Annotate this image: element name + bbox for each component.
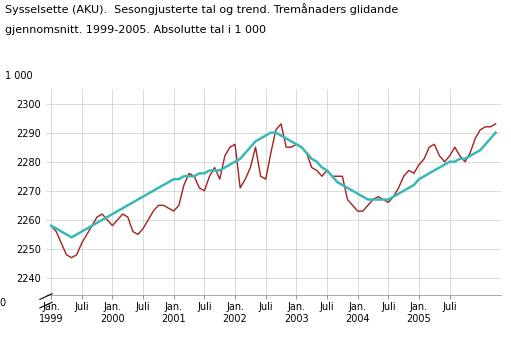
Sesongjustert [278, 122, 284, 126]
Sesongjustert [493, 122, 499, 126]
Trend [181, 174, 187, 178]
Sesongjustert [58, 241, 64, 245]
Line: Trend: Trend [51, 133, 496, 237]
Line: Sesongjustert: Sesongjustert [51, 124, 496, 258]
Trend [319, 166, 325, 170]
Trend [68, 235, 75, 240]
Sesongjustert [48, 224, 54, 228]
Trend [48, 224, 54, 228]
Text: 1 000: 1 000 [5, 71, 33, 81]
Sesongjustert [68, 256, 75, 260]
Trend [493, 131, 499, 135]
Text: 0: 0 [0, 298, 5, 308]
Trend [406, 186, 412, 190]
Trend [58, 229, 64, 234]
Trend [176, 177, 182, 181]
Text: gjennomsnitt. 1999-2005. Absolutte tal i 1 000: gjennomsnitt. 1999-2005. Absolutte tal i… [5, 25, 266, 35]
Sesongjustert [273, 127, 279, 132]
Sesongjustert [176, 203, 182, 208]
Sesongjustert [406, 168, 412, 173]
Sesongjustert [181, 183, 187, 187]
Trend [268, 131, 274, 135]
Text: Sysselsette (AKU).  Sesongjusterte tal og trend. Tremånaders glidande: Sysselsette (AKU). Sesongjusterte tal og… [5, 4, 399, 15]
Sesongjustert [319, 174, 325, 178]
Trend [278, 134, 284, 138]
